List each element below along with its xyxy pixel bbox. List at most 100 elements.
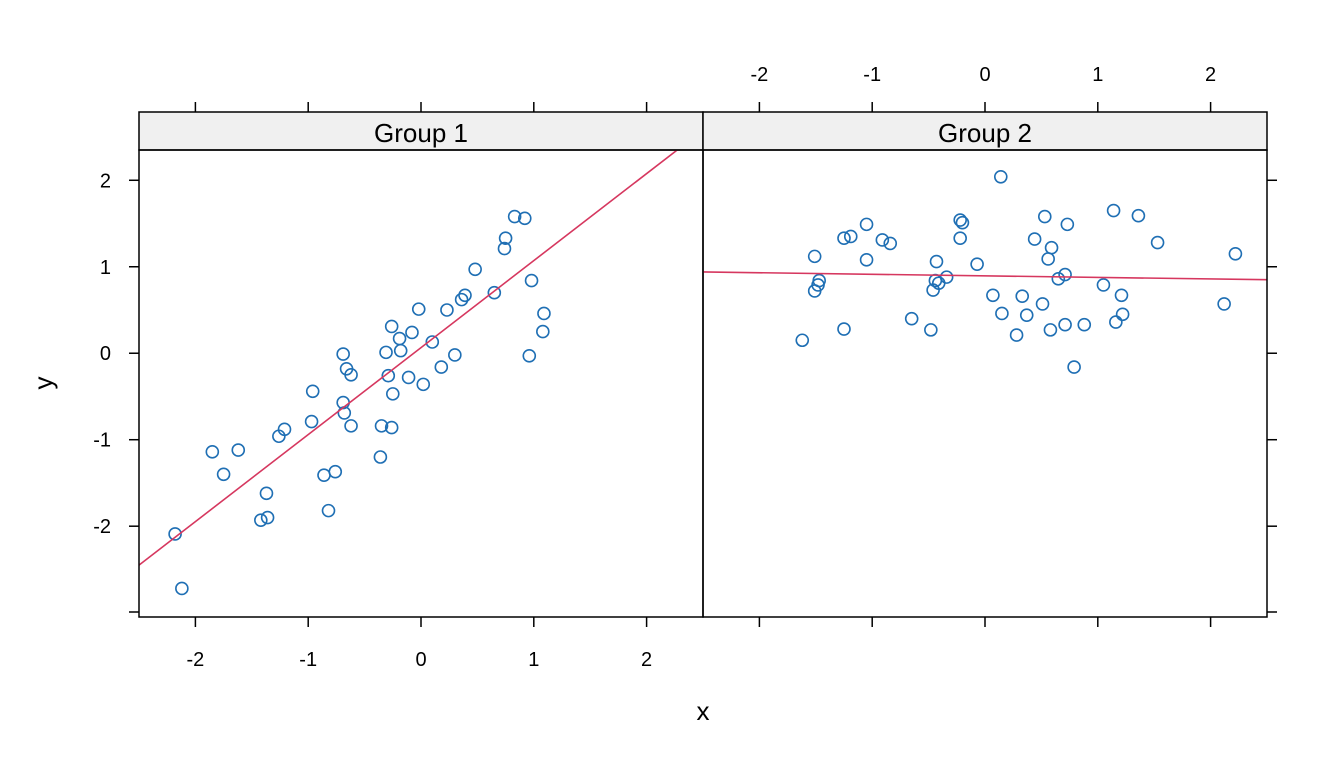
panel-1: Group 1 (138, 111, 704, 618)
data-point (1027, 232, 1042, 246)
data-point (1043, 323, 1058, 337)
data-point (995, 306, 1009, 321)
panels-layer: Group 1 Group 2 (138, 111, 1268, 618)
data-point (1217, 297, 1231, 311)
data-point (328, 464, 343, 479)
data-point (497, 241, 512, 256)
data-point (373, 450, 388, 464)
data-point (1114, 288, 1129, 303)
data-point (305, 384, 320, 399)
data-point (411, 302, 426, 316)
data-point (517, 211, 532, 226)
data-point (1077, 317, 1092, 332)
x-tick-label: 2 (1205, 64, 1216, 86)
data-point (440, 303, 454, 317)
data-point (344, 368, 358, 382)
data-point (875, 233, 890, 247)
data-point (401, 370, 416, 385)
data-point (1037, 209, 1052, 224)
data-point (379, 345, 393, 360)
data-point (1228, 246, 1243, 261)
data-point (254, 513, 268, 527)
x-tick-label: 1 (528, 649, 539, 671)
data-point (260, 510, 275, 525)
x-tick-label: -2 (187, 649, 205, 671)
data-point (507, 209, 522, 224)
data-point (454, 292, 469, 307)
panel-data (139, 150, 679, 596)
data-point (487, 285, 502, 300)
x-tick-label: 1 (1092, 64, 1103, 86)
data-point (843, 229, 858, 244)
data-point (939, 270, 954, 284)
data-point (859, 253, 874, 267)
data-point (277, 422, 292, 437)
data-point (859, 217, 874, 232)
data-point (1015, 289, 1030, 303)
data-point (168, 527, 182, 541)
data-point (434, 360, 449, 374)
data-point (1019, 308, 1034, 322)
data-point (986, 288, 1000, 303)
data-point (231, 443, 246, 457)
data-point (1051, 272, 1066, 286)
y-tick-label: 0 (100, 343, 111, 365)
data-point (883, 236, 898, 251)
data-point (1109, 315, 1123, 329)
data-point (537, 306, 551, 321)
x-tick-label: 2 (641, 649, 652, 671)
data-point (955, 215, 970, 230)
strip-background (138, 111, 704, 151)
data-point (924, 323, 938, 337)
data-point (1058, 267, 1072, 282)
data-point (384, 420, 399, 435)
data-point (381, 368, 396, 383)
ticks-layer: -2 -1 0 1 2 -2 -1 0 1 2 -2 -1 0 1 2 (93, 64, 1277, 671)
data-point (374, 419, 389, 433)
data-point (498, 231, 513, 246)
data-point (807, 249, 822, 264)
y-tick-label: 1 (100, 257, 111, 279)
data-point (336, 347, 350, 361)
y-tick-label: -1 (93, 430, 111, 452)
panel-data (703, 170, 1267, 374)
y-tick-label: -2 (93, 516, 111, 538)
data-point (536, 324, 550, 339)
data-point (1067, 360, 1081, 374)
data-point (385, 387, 400, 401)
data-point (795, 333, 810, 348)
data-point (468, 262, 482, 277)
data-point (524, 273, 539, 288)
x-tick-label: 0 (979, 64, 990, 86)
data-point (837, 322, 851, 336)
data-point (1131, 208, 1146, 223)
data-point (993, 170, 1008, 184)
data-point (304, 414, 319, 429)
data-point (1150, 235, 1165, 250)
fit-line (703, 271, 1267, 281)
data-point (393, 343, 408, 358)
data-point (1009, 328, 1024, 342)
panel-2: Group 2 (702, 111, 1268, 618)
data-point (259, 486, 274, 501)
data-point (904, 311, 919, 326)
panel-frame (702, 149, 1268, 618)
data-point (837, 231, 851, 246)
strip-label: Group 2 (938, 118, 1032, 148)
data-point (216, 467, 231, 482)
data-point (1096, 278, 1111, 292)
data-point (812, 273, 826, 288)
data-point (1041, 252, 1055, 266)
data-point (321, 503, 336, 518)
x-axis-title: x (697, 696, 710, 726)
data-point (344, 419, 358, 433)
fit-line (139, 150, 679, 566)
data-point (1060, 217, 1075, 232)
data-point (1044, 240, 1059, 255)
y-axis-title: y (28, 377, 58, 390)
data-point (405, 325, 419, 340)
data-point (416, 377, 431, 392)
x-tick-label: -1 (863, 64, 881, 86)
data-point (1058, 317, 1072, 332)
